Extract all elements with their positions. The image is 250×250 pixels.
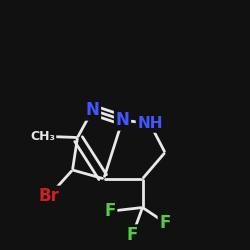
Text: F: F (127, 226, 138, 244)
Text: Br: Br (38, 187, 59, 205)
Text: N: N (116, 111, 130, 129)
Text: F: F (159, 214, 171, 232)
Text: NH: NH (137, 116, 163, 131)
Text: F: F (104, 202, 116, 220)
Text: N: N (86, 101, 100, 119)
Text: CH₃: CH₃ (30, 130, 55, 143)
